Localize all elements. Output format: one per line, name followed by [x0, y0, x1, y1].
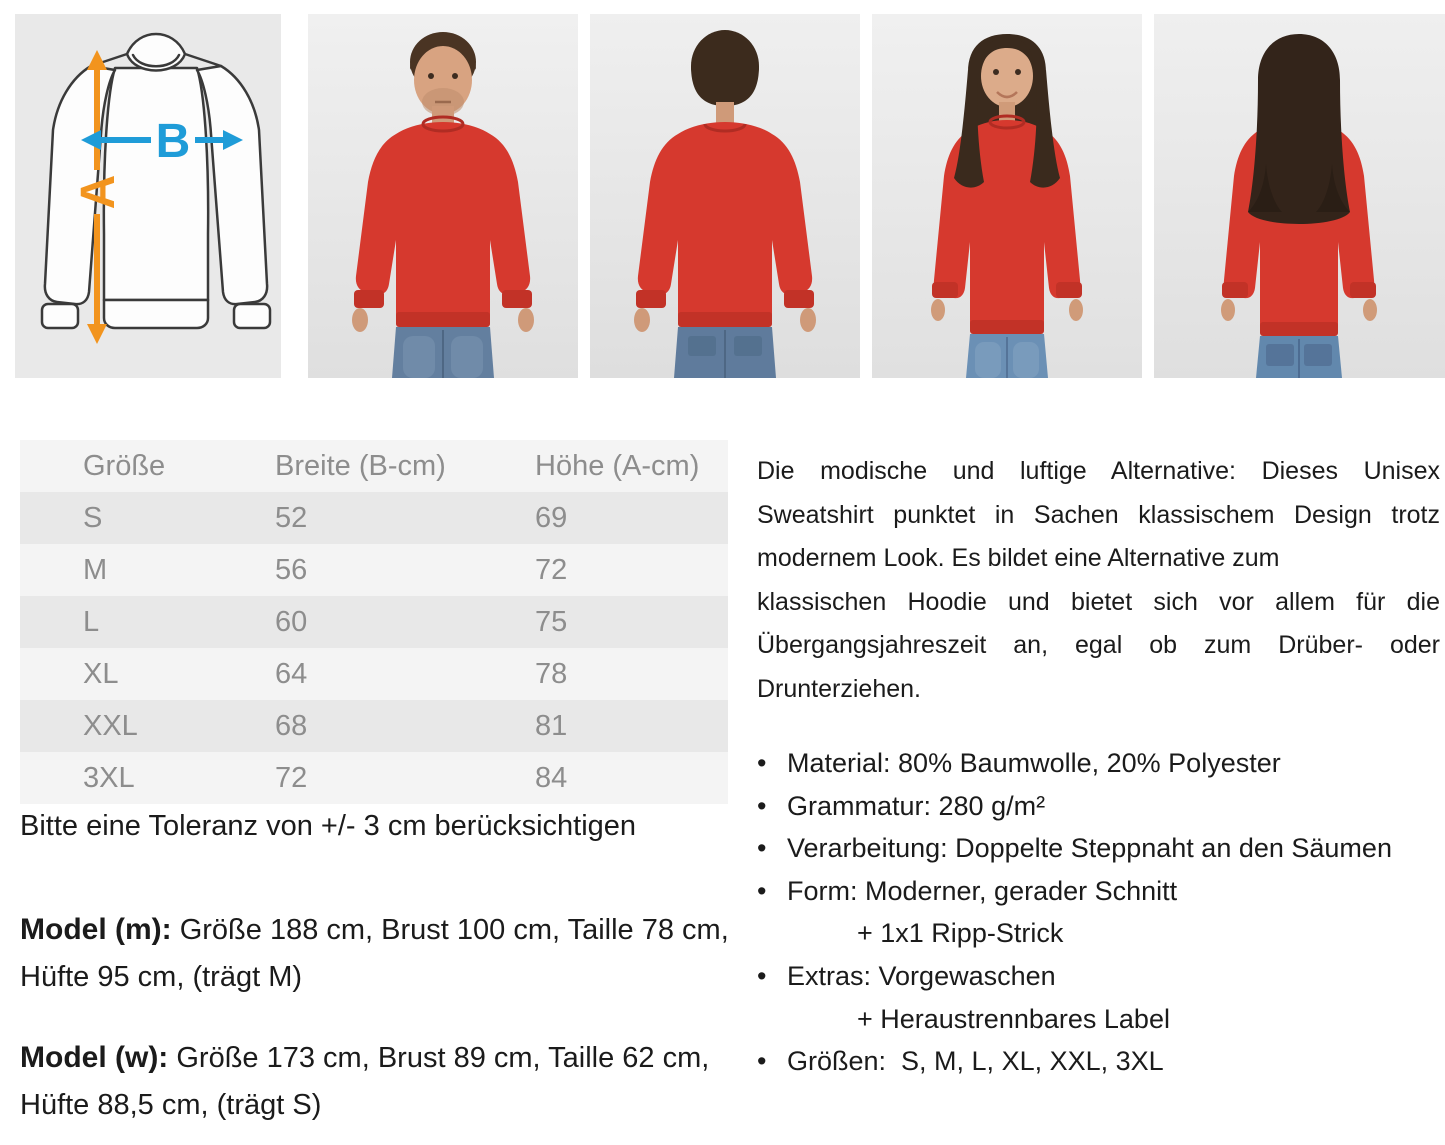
model-m-info: Model (m): Größe 188 cm, Brust 100 cm, T…	[20, 906, 732, 1001]
cell-breite: 64	[275, 657, 308, 690]
feature-item-continuation: + 1x1 Ripp-Strick	[757, 912, 1440, 955]
cell-size: S	[83, 501, 103, 534]
feature-item: Grammatur: 280 g/m²	[757, 785, 1440, 828]
col-header-hoehe: Höhe (A-cm)	[535, 449, 700, 482]
cell-hoehe: 78	[535, 657, 568, 690]
size-diagram-panel: A B	[15, 14, 281, 378]
photo-man-back	[590, 14, 860, 378]
col-header-groesse: Größe	[83, 449, 166, 482]
model-m-label: Model (m):	[20, 913, 172, 946]
feature-item: Größen: S, M, L, XL, XXL, 3XL	[757, 1040, 1440, 1083]
man-back-photo	[590, 14, 860, 378]
feature-item: Form: Moderner, gerader Schnitt	[757, 870, 1440, 913]
cell-hoehe: 72	[535, 553, 568, 586]
height-arrow-icon: A	[72, 50, 125, 344]
model-w-info: Model (w): Größe 173 cm, Brust 89 cm, Ta…	[20, 1034, 732, 1129]
woman-front-photo	[872, 14, 1142, 378]
cell-size: XXL	[83, 709, 138, 742]
man-front-photo	[308, 14, 578, 378]
feature-item: Verarbeitung: Doppelte Steppnaht an den …	[757, 827, 1440, 870]
feature-item: Material: 80% Baumwolle, 20% Polyester	[757, 742, 1440, 785]
photo-man-front	[308, 14, 578, 378]
feature-text: Grammatur: 280 g/m²	[787, 790, 1046, 821]
sweatshirt-measure-diagram: A B	[40, 32, 272, 344]
product-description: Die modische und luftige Alternative: Di…	[757, 450, 1440, 711]
feature-item: Extras: Vorgewaschen	[757, 955, 1440, 998]
bullet-icon	[757, 1040, 766, 1083]
cell-hoehe: 84	[535, 761, 568, 794]
feature-text: Material: 80% Baumwolle, 20% Polyester	[787, 748, 1281, 778]
feature-text: + Heraustrennbares Label	[857, 1003, 1170, 1034]
feature-text: + 1x1 Ripp-Strick	[857, 918, 1064, 949]
label-a: A	[72, 175, 125, 210]
cell-breite: 72	[275, 761, 308, 794]
model-m-text: Größe 188 cm, Brust 100 cm, Taille 78 cm…	[20, 914, 729, 993]
model-w-label: Model (w):	[20, 1041, 169, 1074]
description-line: Sweatshirt punktet in Sachen klassischem…	[757, 500, 1440, 529]
size-table-header-row: Größe Breite (B-cm) Höhe (A-cm)	[20, 440, 728, 492]
cell-breite: 60	[275, 605, 308, 638]
table-row: XL 64 78	[20, 648, 728, 700]
model-w-text: Größe 173 cm, Brust 89 cm, Taille 62 cm,…	[20, 1042, 710, 1121]
cell-size: 3XL	[83, 761, 135, 794]
bullet-icon	[757, 870, 766, 913]
feature-text: Form: Moderner, gerader Schnitt	[787, 875, 1178, 906]
photo-woman-back	[1154, 14, 1445, 378]
cell-hoehe: 81	[535, 709, 568, 742]
woman-back-photo	[1154, 14, 1445, 378]
cell-size: L	[83, 605, 100, 638]
width-arrow-icon: B	[81, 115, 243, 168]
table-row: S 52 69	[20, 492, 728, 544]
col-header-breite: Breite (B-cm)	[275, 449, 446, 482]
feature-list: Material: 80% Baumwolle, 20% Polyester G…	[757, 742, 1440, 1083]
photo-woman-front	[872, 14, 1142, 378]
cell-hoehe: 75	[535, 605, 568, 638]
cell-size: XL	[83, 657, 119, 690]
bullet-icon	[757, 785, 766, 828]
cell-breite: 56	[275, 553, 308, 586]
description-line: Die modische und luftige Alternative: Di…	[757, 457, 1440, 485]
cell-breite: 68	[275, 709, 308, 742]
tolerance-note: Bitte eine Toleranz von +/- 3 cm berücks…	[20, 810, 637, 842]
description-line: klassischen Hoodie und bietet sich vor a…	[757, 587, 1440, 616]
cell-hoehe: 69	[535, 501, 568, 534]
bullet-icon	[757, 827, 766, 870]
bullet-icon	[757, 742, 766, 785]
description-line: modernem Look. Es bildet eine Alternativ…	[757, 544, 1280, 572]
cell-breite: 52	[275, 501, 308, 534]
description-line: Drunterziehen.	[757, 674, 921, 703]
feature-item-continuation: + Heraustrennbares Label	[757, 998, 1440, 1041]
feature-text: Größen: S, M, L, XL, XXL, 3XL	[787, 1046, 1164, 1077]
table-row: XXL 68 81	[20, 700, 728, 752]
table-row: L 60 75	[20, 596, 728, 648]
table-row: M 56 72	[20, 544, 728, 596]
bullet-icon	[757, 955, 766, 998]
table-row: 3XL 72 84	[20, 752, 728, 804]
size-table: Größe Breite (B-cm) Höhe (A-cm) S 52 69 …	[20, 440, 728, 804]
cell-size: M	[83, 553, 108, 586]
description-line: Übergangsjahreszeit an, egal ob zum Drüb…	[757, 631, 1440, 659]
feature-text: Extras: Vorgewaschen	[787, 960, 1056, 991]
label-b: B	[156, 115, 191, 168]
feature-text: Verarbeitung: Doppelte Steppnaht an den …	[787, 833, 1392, 864]
